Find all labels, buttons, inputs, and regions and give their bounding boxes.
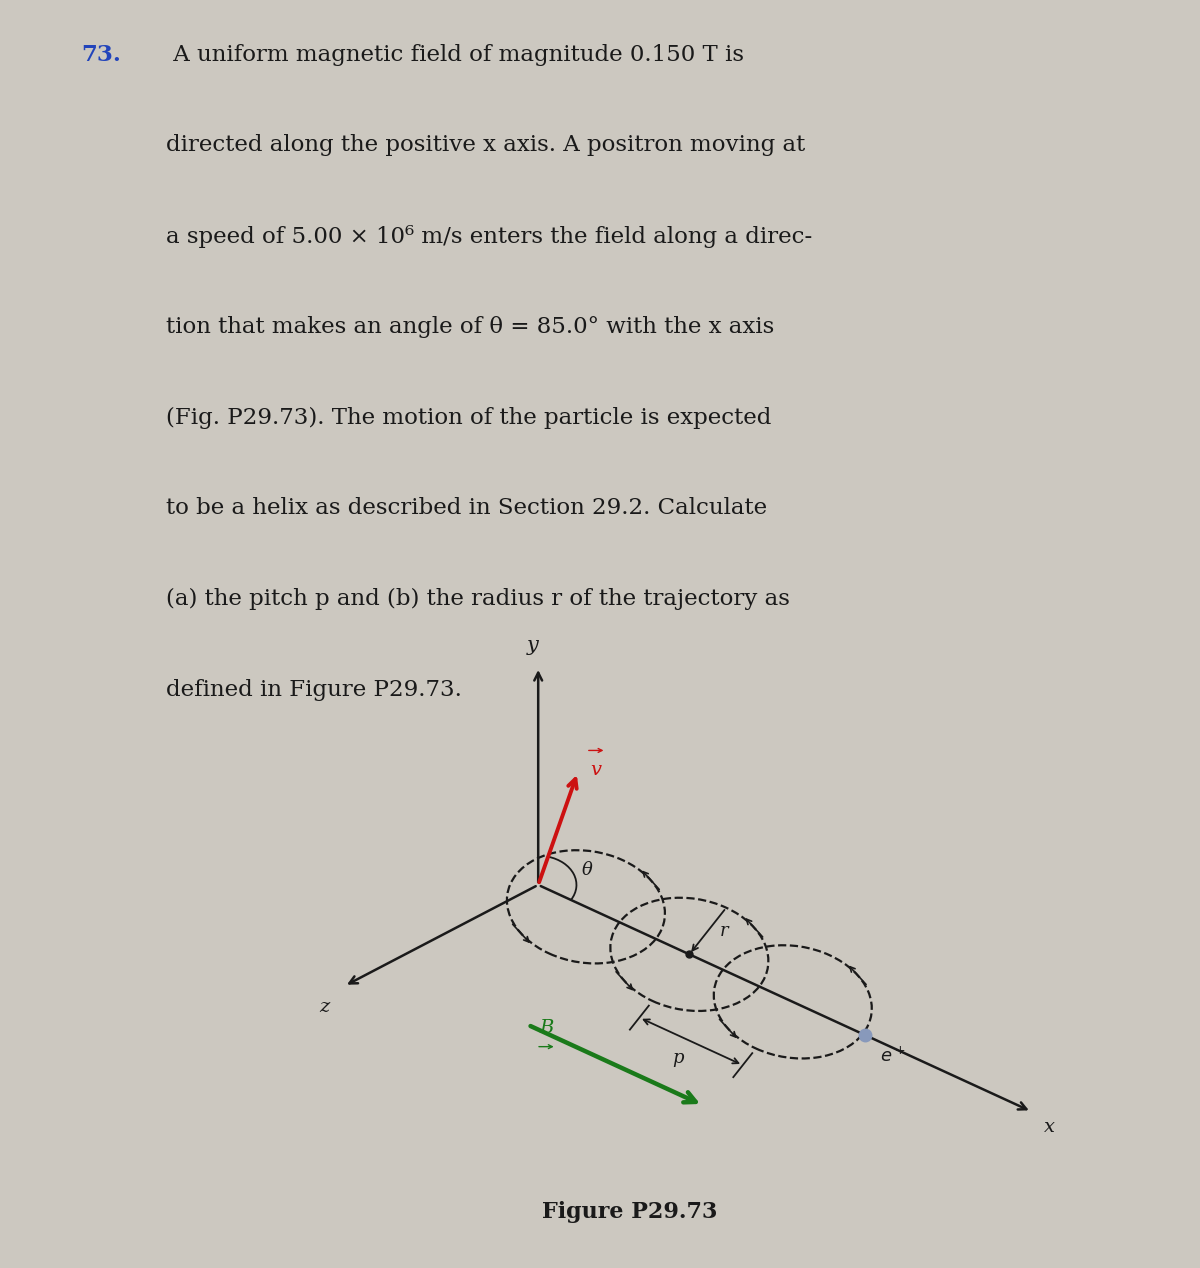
Text: y: y	[527, 637, 539, 656]
Text: defined in Figure P29.73.: defined in Figure P29.73.	[166, 678, 462, 701]
Text: θ: θ	[582, 861, 593, 879]
Text: v: v	[590, 761, 601, 779]
Text: p: p	[672, 1049, 684, 1068]
Text: tion that makes an angle of θ = 85.0° with the x axis: tion that makes an angle of θ = 85.0° wi…	[166, 316, 774, 337]
Text: A uniform magnetic field of magnitude 0.150 T is: A uniform magnetic field of magnitude 0.…	[166, 44, 744, 66]
Text: z: z	[319, 998, 329, 1016]
Text: x: x	[1044, 1117, 1055, 1136]
Text: to be a helix as described in Section 29.2. Calculate: to be a helix as described in Section 29…	[166, 497, 767, 520]
Text: (a) the pitch p and (b) the radius r of the trajectory as: (a) the pitch p and (b) the radius r of …	[166, 588, 790, 610]
Text: r: r	[720, 922, 728, 940]
Text: directed along the positive x axis. A positron moving at: directed along the positive x axis. A po…	[166, 134, 805, 156]
Text: (Fig. P29.73). The motion of the particle is expected: (Fig. P29.73). The motion of the particl…	[166, 407, 772, 429]
Text: B: B	[539, 1018, 553, 1036]
Text: Figure P29.73: Figure P29.73	[542, 1201, 718, 1224]
Text: a speed of 5.00 × 10⁶ m/s enters the field along a direc-: a speed of 5.00 × 10⁶ m/s enters the fie…	[166, 226, 812, 249]
Text: $e^+$: $e^+$	[881, 1047, 906, 1066]
Text: 73.: 73.	[82, 44, 121, 66]
